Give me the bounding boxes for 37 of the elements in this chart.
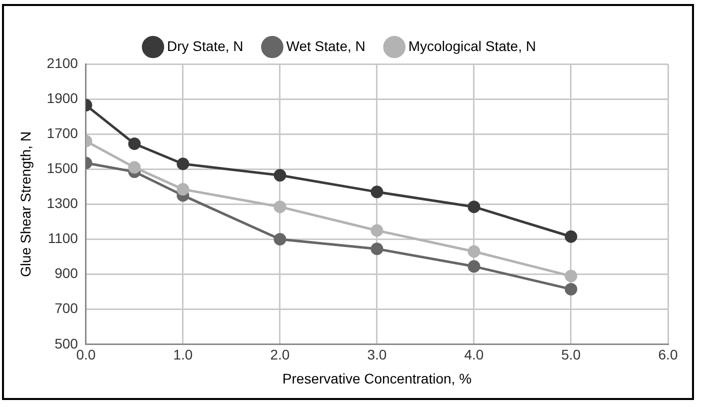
y-axis-title: Glue Shear Strength, N — [17, 131, 34, 277]
point — [564, 282, 578, 296]
y-tick-label: 1300 — [46, 195, 78, 212]
point — [468, 245, 480, 258]
x-tick-label: 1.0 — [173, 346, 193, 363]
y-tick-label: 700 — [54, 300, 78, 316]
y-tick-label: 500 — [54, 335, 78, 352]
point — [274, 200, 286, 214]
point — [468, 260, 480, 273]
point — [128, 137, 141, 150]
point — [176, 183, 190, 196]
point — [370, 186, 384, 198]
x-axis-title: Preservative Concentration, % — [282, 370, 472, 386]
point — [370, 224, 384, 237]
legend-label: Mycological State, N — [408, 38, 536, 54]
x-tick-label: 4.0 — [464, 346, 484, 363]
point — [128, 161, 141, 174]
x-tick-label: 6.0 — [658, 346, 678, 363]
legend-label: Wet State, N — [286, 38, 366, 54]
y-tick-label: 900 — [54, 265, 78, 282]
x-tick-label: 5.0 — [561, 346, 581, 363]
x-tick-label: 0.0 — [76, 346, 96, 363]
legend-label: Dry State, N — [167, 38, 244, 54]
x-tick-label: 2.0 — [270, 346, 290, 363]
point — [468, 200, 480, 214]
x-tick-label: 3.0 — [367, 346, 387, 363]
y-tick-label: 1700 — [46, 124, 78, 141]
point — [564, 270, 578, 282]
y-tick-label: 1900 — [46, 90, 78, 106]
y-tick-label: 1500 — [46, 160, 78, 176]
point — [274, 169, 286, 182]
y-tick-label: 1100 — [48, 230, 78, 246]
point — [274, 233, 286, 246]
y-tick-label: 2100 — [46, 54, 78, 71]
point — [176, 158, 190, 170]
point — [564, 230, 578, 243]
point — [370, 242, 384, 256]
